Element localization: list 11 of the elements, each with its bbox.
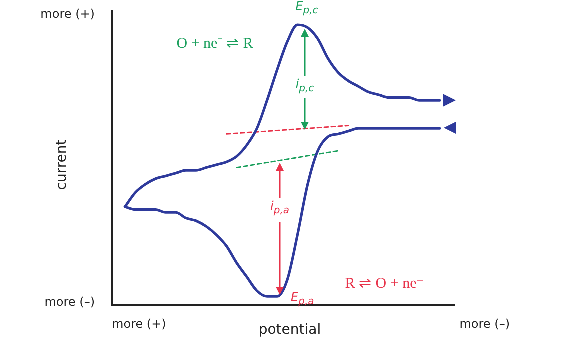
annotation: i$_{p,a}$ — [270, 199, 290, 216]
text: more (+) — [112, 317, 168, 332]
text: more (–) — [44, 295, 95, 310]
annotation: O + ne⁻ ⇌ R — [176, 36, 254, 52]
text: more (–) — [458, 317, 510, 332]
annotation: R ⇌ O + ne⁻ — [344, 276, 426, 292]
text: more (+) — [40, 7, 95, 22]
annotation: i$_{p,c}$ — [294, 77, 316, 94]
x-axis-title: potential — [258, 322, 322, 338]
text: E$_{p,c}$ — [294, 0, 320, 16]
y-axis-title: current — [54, 140, 70, 190]
